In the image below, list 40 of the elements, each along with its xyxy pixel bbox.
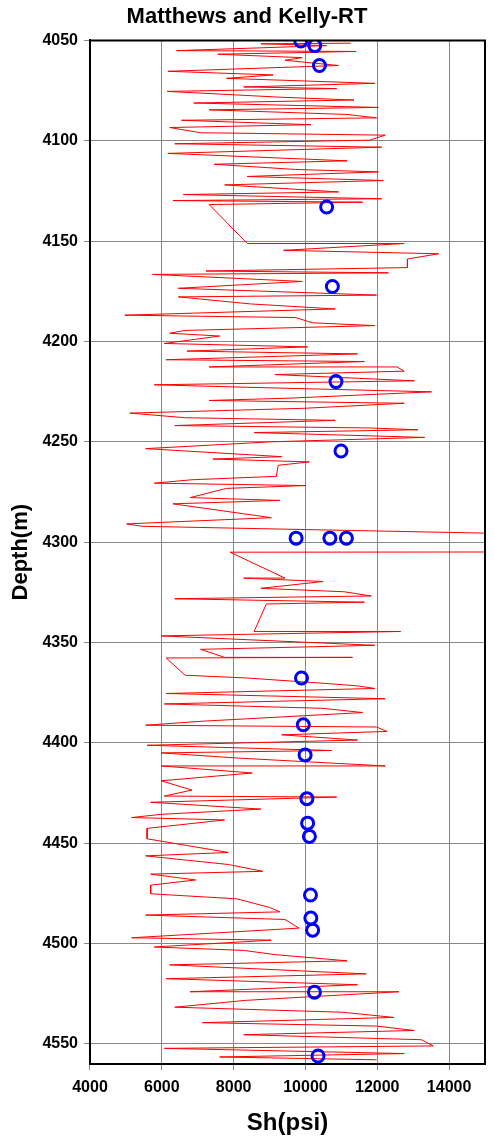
point <box>305 922 321 938</box>
point <box>302 887 318 903</box>
y-tick-label: 4300 <box>42 532 79 550</box>
x-tick-label: 8000 <box>215 1078 252 1096</box>
y-tick-label: 4100 <box>42 131 79 149</box>
y-tick-label: 4350 <box>42 632 79 650</box>
point <box>295 717 311 733</box>
point <box>307 40 323 54</box>
point <box>301 828 317 844</box>
y-tick-label: 4400 <box>42 733 79 751</box>
point <box>319 199 335 215</box>
y-tick-label: 4150 <box>42 231 79 249</box>
y-axis-title: Depth(m) <box>7 503 33 601</box>
y-tick-label: 4200 <box>42 331 79 349</box>
y-tick-label: 4050 <box>42 30 79 48</box>
point <box>310 1048 326 1064</box>
y-tick-label: 4250 <box>42 432 79 450</box>
point <box>300 815 316 831</box>
point <box>294 670 309 686</box>
point <box>338 530 354 546</box>
point <box>311 57 327 73</box>
x-tick-label: 4000 <box>72 1078 108 1096</box>
point <box>306 984 322 1000</box>
point <box>328 374 344 390</box>
x-tick-label: 6000 <box>144 1078 180 1096</box>
point <box>297 747 313 763</box>
point <box>288 530 304 546</box>
point <box>322 530 338 546</box>
x-tick-label: 12000 <box>355 1078 400 1096</box>
y-tick-label: 4500 <box>42 933 79 951</box>
y-tick-label: 4450 <box>42 833 79 851</box>
y-tick-label: 4550 <box>42 1034 79 1052</box>
point <box>299 791 315 807</box>
x-tick-label: 10000 <box>283 1078 328 1096</box>
chart-title: Matthews and Kelly-RT <box>126 3 368 29</box>
point <box>333 443 349 459</box>
point <box>303 910 319 926</box>
x-axis-title: Sh(psi) <box>246 1108 329 1136</box>
point <box>324 278 340 294</box>
x-tick-label: 14000 <box>426 1078 472 1096</box>
